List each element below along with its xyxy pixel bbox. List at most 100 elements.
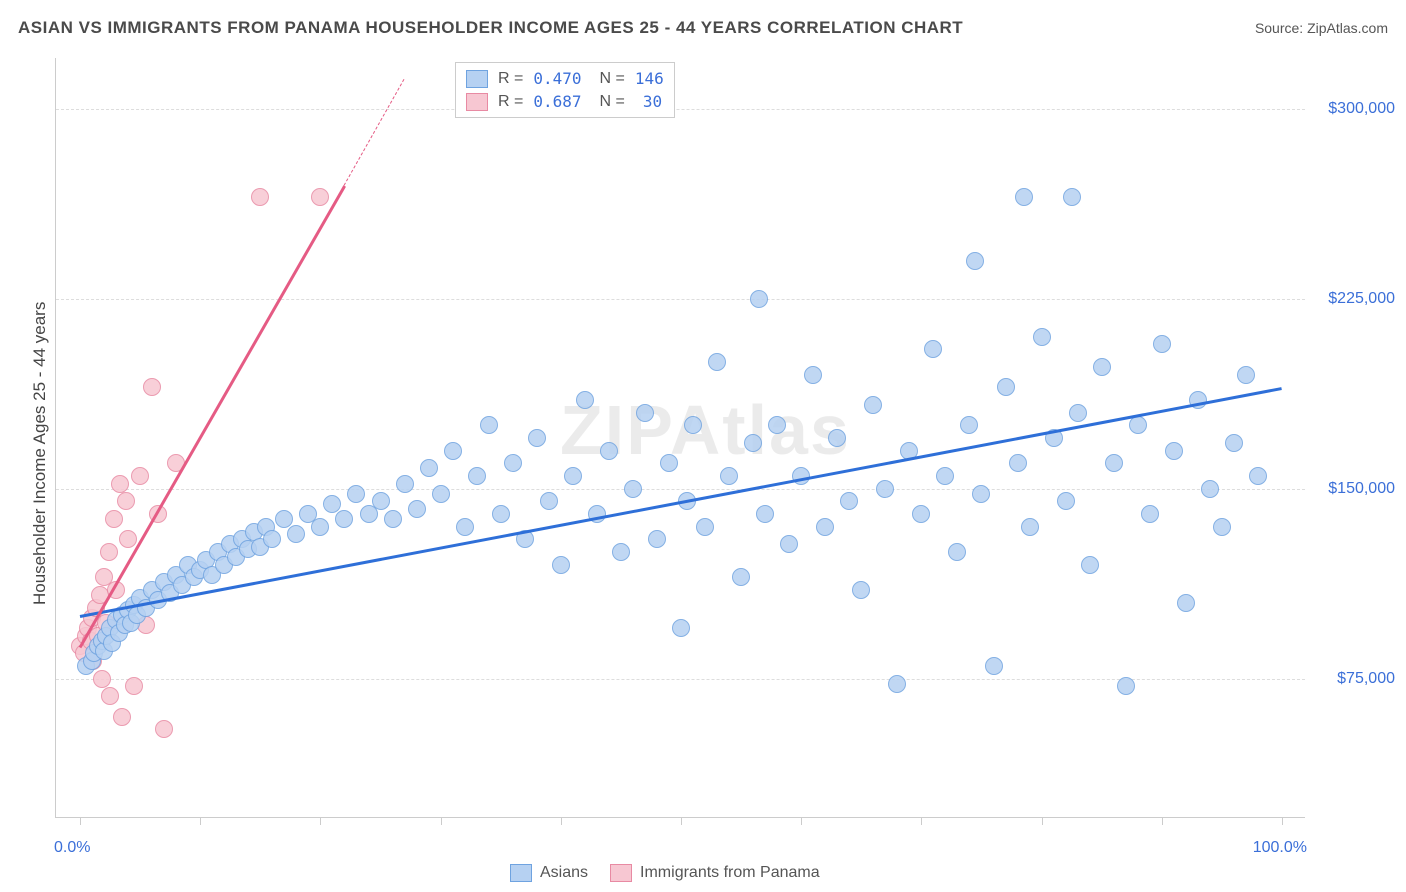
scatter-point: [384, 510, 402, 528]
scatter-point: [997, 378, 1015, 396]
scatter-point: [1069, 404, 1087, 422]
scatter-point: [444, 442, 462, 460]
stats-row-pink: R = 0.687 N = 30: [466, 90, 664, 113]
scatter-point: [101, 687, 119, 705]
title-row: ASIAN VS IMMIGRANTS FROM PANAMA HOUSEHOL…: [18, 18, 1388, 38]
y-tick-label: $225,000: [1310, 290, 1395, 308]
scatter-point: [1093, 358, 1111, 376]
scatter-point: [143, 378, 161, 396]
x-tick: [1042, 817, 1043, 825]
scatter-point: [1063, 188, 1081, 206]
scatter-point: [1141, 505, 1159, 523]
scatter-point: [1165, 442, 1183, 460]
scatter-point: [287, 525, 305, 543]
scatter-point: [420, 459, 438, 477]
scatter-point: [744, 434, 762, 452]
scatter-point: [1153, 335, 1171, 353]
swatch-blue: [510, 864, 532, 882]
scatter-point: [960, 416, 978, 434]
scatter-point: [1129, 416, 1147, 434]
series-name-pink: Immigrants from Panama: [640, 864, 820, 882]
gridline: [56, 679, 1305, 680]
scatter-point: [275, 510, 293, 528]
trend-line: [344, 79, 405, 186]
x-tick: [1162, 817, 1163, 825]
stats-legend: R = 0.470 N = 146 R = 0.687 N = 30: [455, 62, 675, 118]
scatter-point: [504, 454, 522, 472]
x-tick: [441, 817, 442, 825]
scatter-point: [347, 485, 365, 503]
series-name-blue: Asians: [540, 864, 588, 882]
y-tick-label: $150,000: [1310, 480, 1395, 498]
scatter-point: [624, 480, 642, 498]
scatter-point: [924, 340, 942, 358]
scatter-point: [492, 505, 510, 523]
scatter-point: [985, 657, 1003, 675]
x-tick: [801, 817, 802, 825]
scatter-point: [119, 530, 137, 548]
scatter-point: [780, 535, 798, 553]
n-label: N =: [600, 70, 625, 88]
scatter-point: [972, 485, 990, 503]
scatter-point: [612, 543, 630, 561]
trend-line: [80, 387, 1282, 618]
n-value-pink: 30: [635, 92, 662, 111]
scatter-point: [864, 396, 882, 414]
scatter-point: [93, 670, 111, 688]
scatter-point: [1015, 188, 1033, 206]
scatter-point: [732, 568, 750, 586]
scatter-point: [155, 720, 173, 738]
plot-area: ZIPAtlas 0.0% 100.0% $75,000$150,000$225…: [55, 58, 1305, 818]
legend-item-pink: Immigrants from Panama: [610, 864, 820, 882]
legend-item-blue: Asians: [510, 864, 588, 882]
scatter-point: [720, 467, 738, 485]
scatter-point: [696, 518, 714, 536]
scatter-point: [468, 467, 486, 485]
scatter-point: [660, 454, 678, 472]
scatter-point: [708, 353, 726, 371]
scatter-point: [323, 495, 341, 513]
gridline: [56, 109, 1305, 110]
scatter-point: [912, 505, 930, 523]
scatter-point: [100, 543, 118, 561]
r-label: R =: [498, 70, 523, 88]
y-axis-title: Householder Income Ages 25 - 44 years: [30, 302, 50, 605]
scatter-point: [1237, 366, 1255, 384]
scatter-point: [816, 518, 834, 536]
scatter-point: [1081, 556, 1099, 574]
scatter-point: [1249, 467, 1267, 485]
stats-row-blue: R = 0.470 N = 146: [466, 67, 664, 90]
scatter-point: [131, 467, 149, 485]
scatter-point: [1201, 480, 1219, 498]
scatter-point: [1213, 518, 1231, 536]
scatter-point: [456, 518, 474, 536]
scatter-point: [600, 442, 618, 460]
scatter-point: [408, 500, 426, 518]
gridline: [56, 299, 1305, 300]
scatter-point: [1033, 328, 1051, 346]
scatter-point: [564, 467, 582, 485]
r-value-blue: 0.470: [533, 69, 581, 88]
r-label: R =: [498, 93, 523, 111]
scatter-point: [117, 492, 135, 510]
scatter-point: [432, 485, 450, 503]
r-value-pink: 0.687: [533, 92, 581, 111]
x-axis-max-label: 100.0%: [1253, 839, 1307, 857]
scatter-point: [648, 530, 666, 548]
n-label: N =: [600, 93, 625, 111]
x-tick: [320, 817, 321, 825]
scatter-point: [113, 708, 131, 726]
y-tick-label: $75,000: [1310, 670, 1395, 688]
x-axis-min-label: 0.0%: [54, 839, 90, 857]
y-tick-label: $300,000: [1310, 100, 1395, 118]
scatter-point: [1009, 454, 1027, 472]
scatter-point: [936, 467, 954, 485]
gridline: [56, 489, 1305, 490]
scatter-point: [480, 416, 498, 434]
scatter-point: [888, 675, 906, 693]
x-tick: [80, 817, 81, 825]
scatter-point: [768, 416, 786, 434]
scatter-point: [1021, 518, 1039, 536]
scatter-point: [636, 404, 654, 422]
scatter-point: [251, 188, 269, 206]
